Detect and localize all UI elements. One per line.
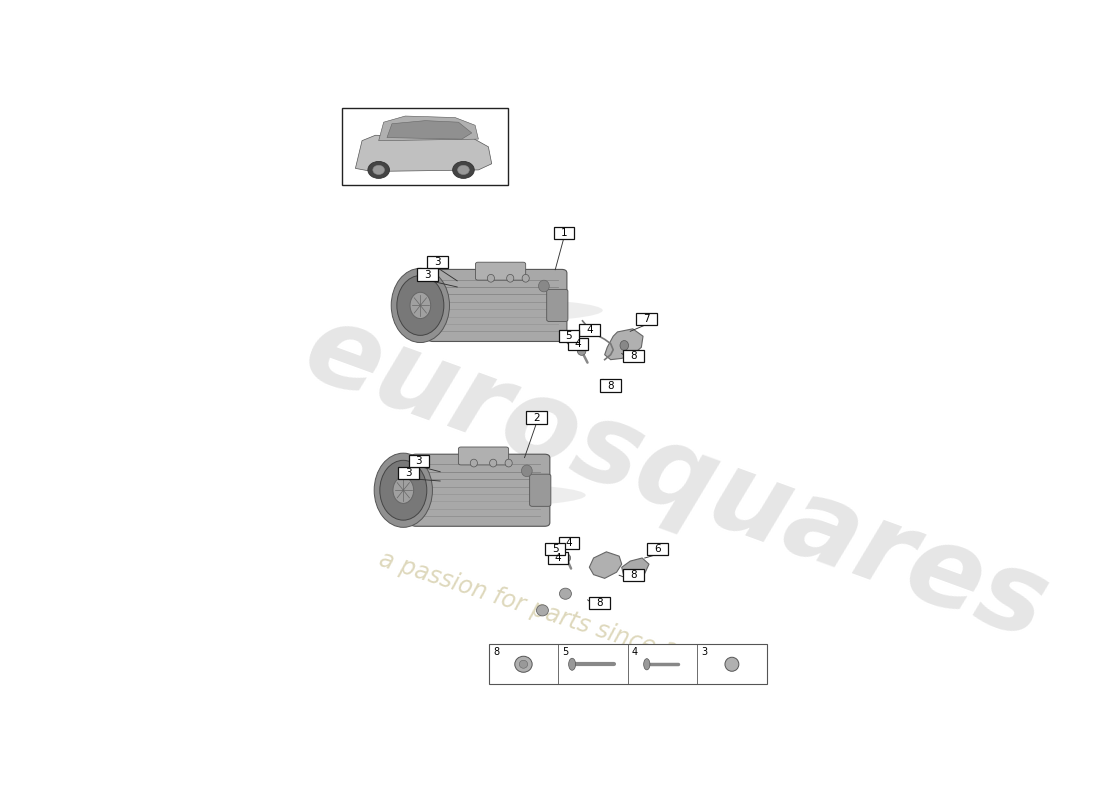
Ellipse shape [393,477,414,503]
FancyBboxPatch shape [428,270,566,342]
Text: 6: 6 [654,544,661,554]
Ellipse shape [578,346,586,355]
Ellipse shape [725,658,739,671]
Text: 3: 3 [702,647,707,658]
Polygon shape [355,135,492,171]
Text: 3: 3 [416,456,422,466]
Bar [624,569,644,582]
Polygon shape [621,558,649,578]
Text: a passion for parts since 1985: a passion for parts since 1985 [376,547,723,680]
Bar [427,256,448,269]
Text: 4: 4 [631,647,638,658]
Ellipse shape [562,554,571,562]
Bar [548,552,568,564]
Text: 4: 4 [554,553,561,563]
Ellipse shape [644,658,650,670]
Bar [601,379,620,392]
Ellipse shape [560,588,571,599]
FancyBboxPatch shape [530,474,551,506]
Bar [568,338,588,350]
Bar [398,467,419,479]
FancyBboxPatch shape [459,447,508,465]
Bar [647,542,668,555]
Text: 3: 3 [424,270,431,280]
Text: 8: 8 [493,647,499,658]
Ellipse shape [367,162,389,178]
Polygon shape [605,329,643,360]
Text: 3: 3 [405,468,411,478]
Text: 8: 8 [596,598,603,608]
Text: 8: 8 [630,570,637,580]
Text: 8: 8 [607,381,614,390]
Ellipse shape [397,275,444,335]
Bar [559,537,579,550]
Polygon shape [590,552,621,578]
Ellipse shape [505,459,513,467]
Text: 4: 4 [575,339,582,350]
FancyBboxPatch shape [475,262,526,280]
Ellipse shape [373,166,385,174]
FancyBboxPatch shape [547,290,568,322]
Ellipse shape [490,459,497,467]
Ellipse shape [539,280,549,292]
Bar [526,411,547,424]
Ellipse shape [379,484,585,506]
Text: 5: 5 [552,544,559,554]
Bar [559,330,579,342]
Polygon shape [378,116,478,141]
Ellipse shape [374,453,432,527]
Bar [544,542,565,555]
Bar [624,350,644,362]
Ellipse shape [379,460,427,520]
Polygon shape [387,121,472,139]
Ellipse shape [519,660,528,668]
Bar [590,597,609,609]
Text: eurosquares: eurosquares [290,294,1062,662]
Ellipse shape [507,274,514,282]
Text: 5: 5 [562,647,569,658]
Text: 4: 4 [565,538,572,548]
Text: 8: 8 [630,351,637,361]
Ellipse shape [521,465,532,477]
Text: 3: 3 [434,258,441,267]
Bar [342,108,508,186]
Ellipse shape [620,341,628,350]
Ellipse shape [458,166,470,174]
Ellipse shape [410,292,431,318]
FancyBboxPatch shape [410,454,550,526]
Bar [636,313,657,325]
Ellipse shape [566,336,575,345]
Text: 1: 1 [560,228,568,238]
Bar [488,644,767,684]
Ellipse shape [452,162,474,178]
Bar [417,269,438,281]
Ellipse shape [487,274,495,282]
Bar [553,226,574,239]
Ellipse shape [551,545,560,553]
Ellipse shape [537,605,549,616]
Text: 7: 7 [644,314,650,324]
Ellipse shape [471,459,477,467]
Ellipse shape [569,658,575,670]
Text: 2: 2 [534,413,540,422]
Ellipse shape [522,274,529,282]
Ellipse shape [392,268,450,342]
Ellipse shape [397,299,603,322]
Bar [579,324,600,336]
Text: 4: 4 [586,325,593,335]
Bar [408,454,429,467]
Ellipse shape [515,656,532,672]
Text: 5: 5 [565,331,572,342]
